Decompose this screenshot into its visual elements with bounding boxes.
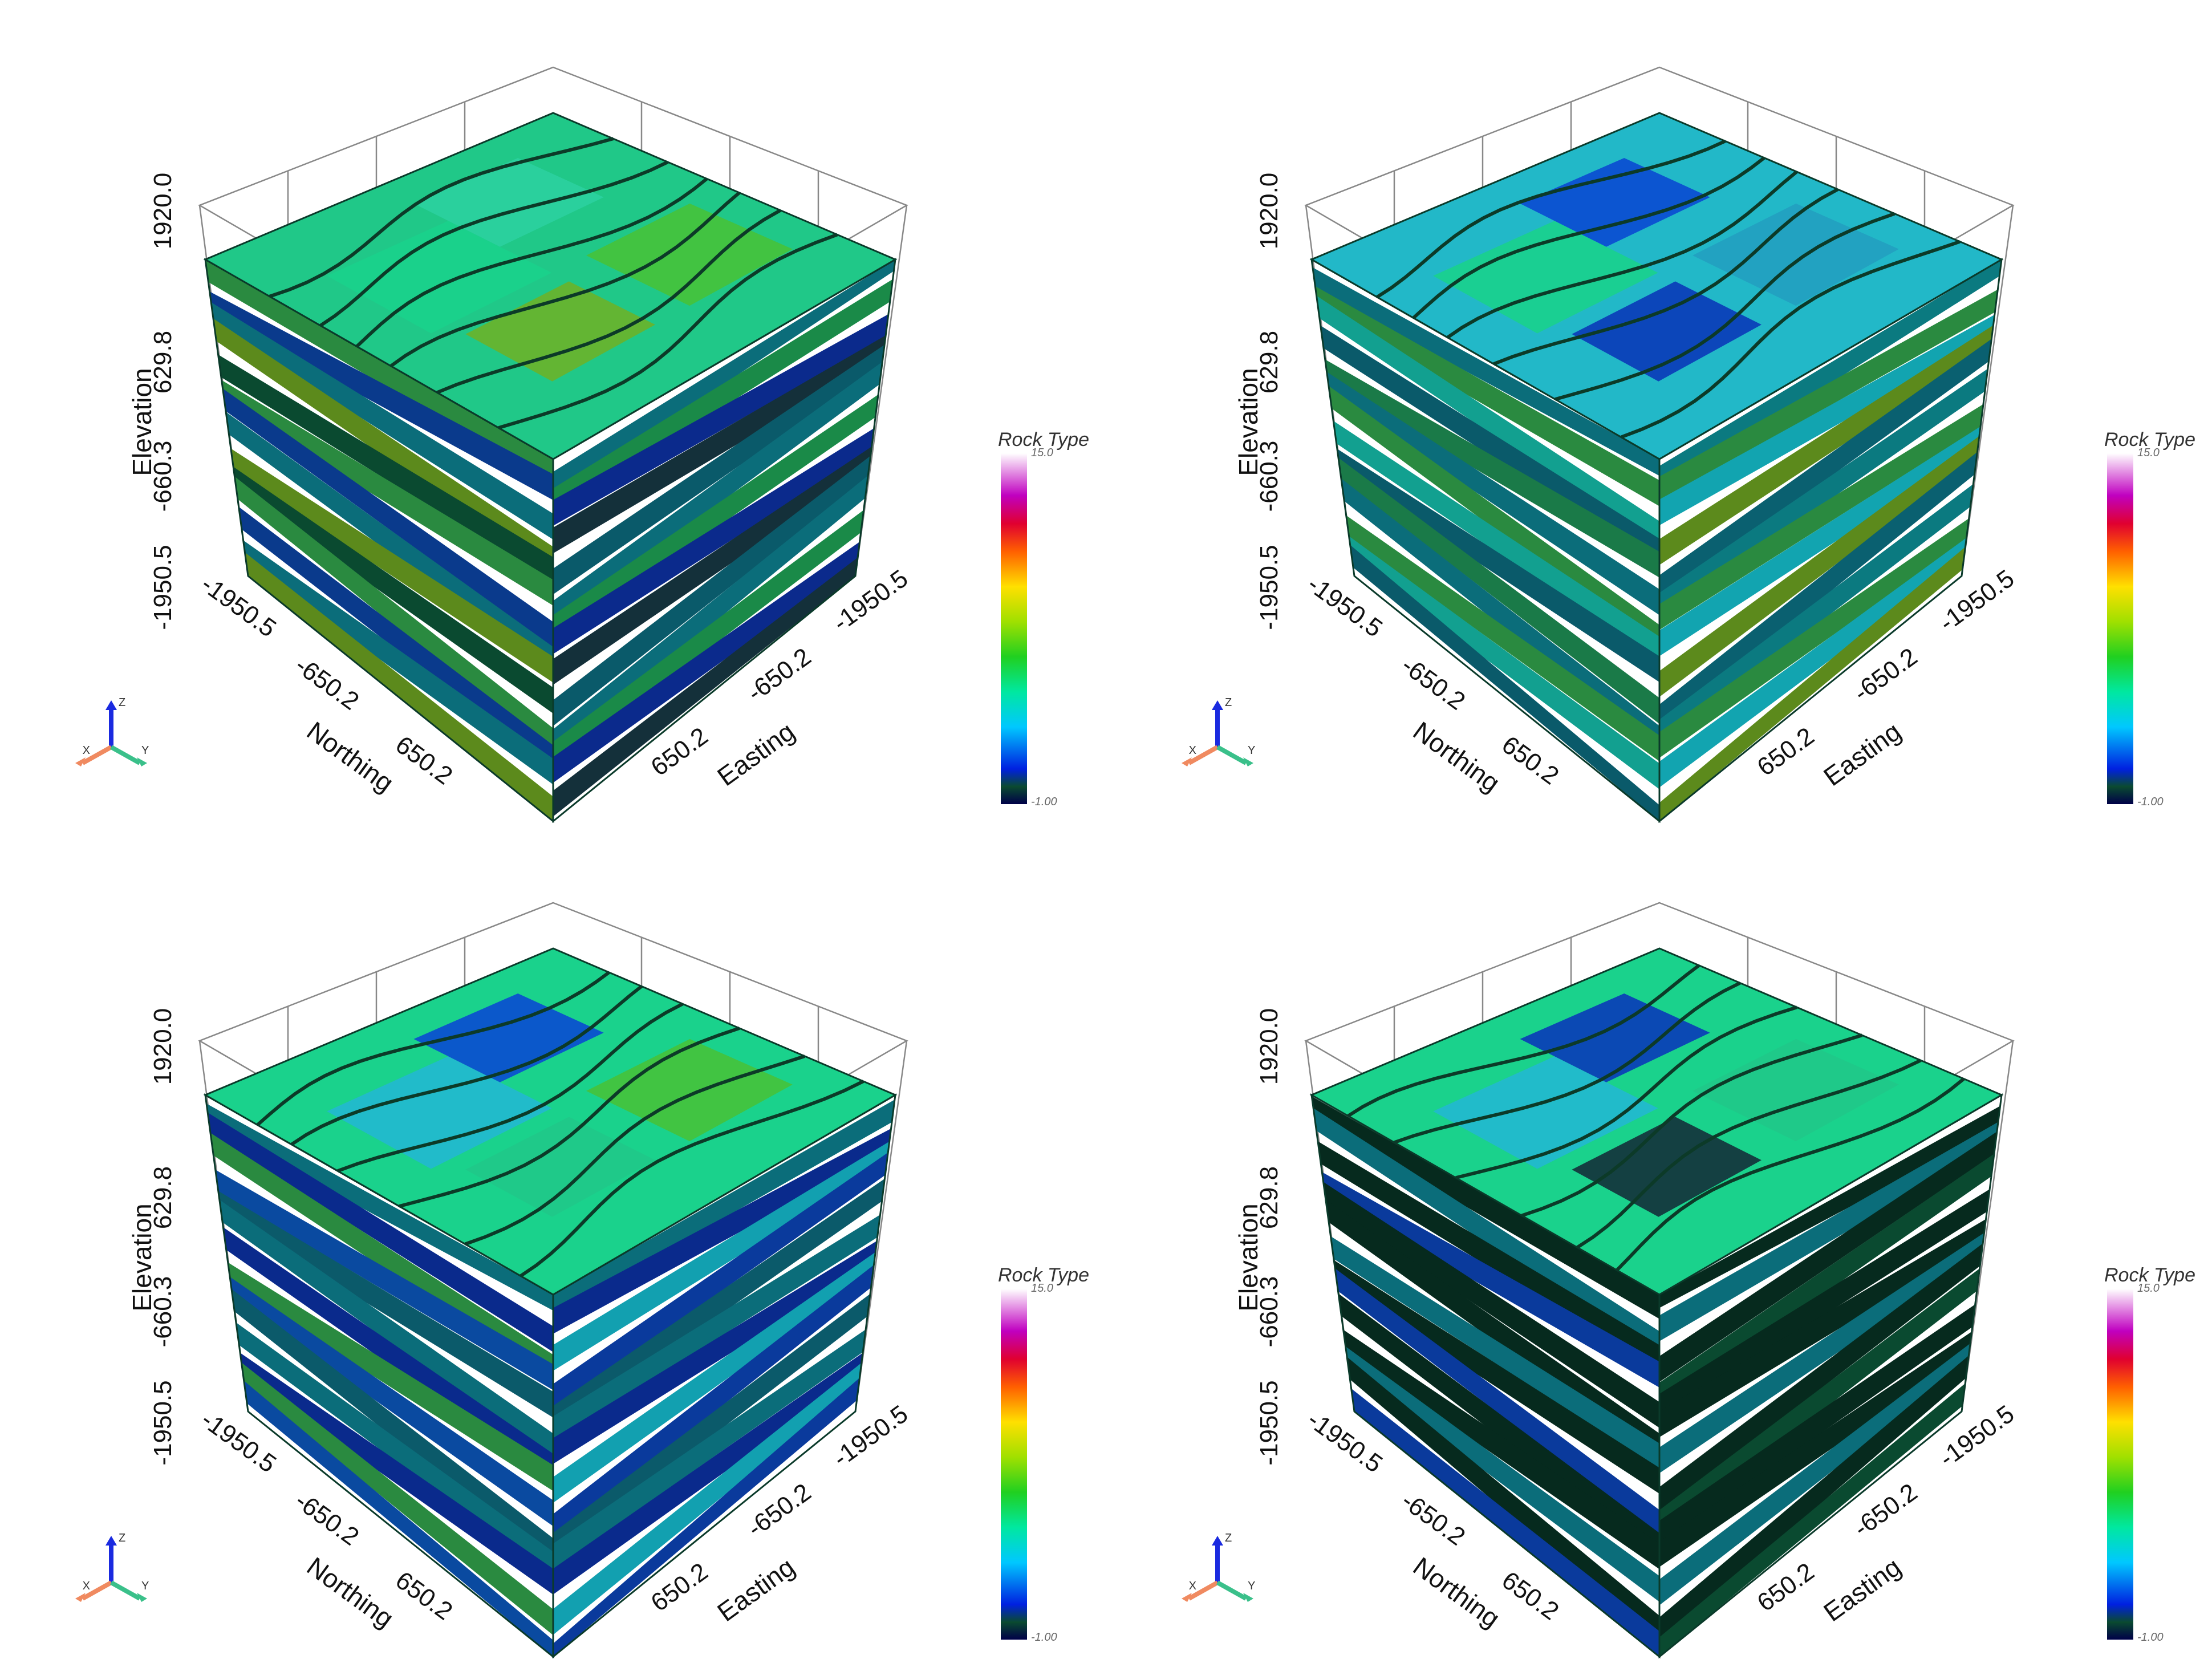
model-surface-top [203, 112, 898, 460]
colorbar-min-label: -1.00 [1031, 796, 1057, 808]
easting-axis-title: Easting [1818, 1552, 1906, 1627]
triad-y-label: Y [141, 1580, 149, 1592]
triad-y-label: Y [141, 744, 149, 757]
elevation-tick-label: 1920.0 [1255, 1008, 1283, 1085]
triad-x-label: X [1189, 744, 1196, 757]
colorbar-title: Rock Type [2104, 429, 2195, 451]
colorbar-max-label: 15.0 [1031, 447, 1053, 459]
northing-tick-label: 650.2 [1497, 731, 1564, 790]
model-surface-top [1309, 112, 2004, 460]
elevation-tick-label: 1920.0 [149, 173, 177, 250]
elevation-axis-title: Elevation [127, 368, 157, 476]
model-face-left [204, 1093, 554, 1659]
easting-tick-label: -650.2 [742, 1478, 817, 1543]
elevation-tick-label: 629.8 [1255, 331, 1283, 394]
elevation-tick-label: 629.8 [1255, 1166, 1283, 1229]
easting-axis-title: Easting [712, 716, 800, 792]
triad-x-label: X [83, 1580, 90, 1592]
triad-z-label: Z [1225, 696, 1232, 709]
colorbar-title: Rock Type [998, 1264, 1089, 1286]
orientation-triad: Z X Y [75, 1532, 149, 1602]
colorbar-max-label: 15.0 [2137, 1282, 2160, 1295]
elevation-tick-label: -660.3 [149, 441, 177, 512]
colorbar-title: Rock Type [998, 429, 1089, 451]
triad-y-label: Y [1248, 744, 1255, 757]
northing-tick-label: 650.2 [391, 1566, 458, 1625]
northing-axis-title: Northing [1408, 1551, 1505, 1633]
colorbar-gradient [1001, 453, 1027, 804]
colorbar-gradient [2107, 1289, 2133, 1640]
elevation-tick-label: -660.3 [1255, 1276, 1283, 1348]
model-face-left [204, 258, 554, 824]
northing-tick-label: 650.2 [1497, 1566, 1564, 1625]
model-face-right [552, 258, 896, 824]
colorbar-max-label: 15.0 [1031, 1282, 1053, 1295]
northing-axis-title: Northing [302, 1551, 399, 1633]
model-face-right [1658, 1093, 2003, 1659]
elevation-tick-label: -1950.5 [149, 545, 177, 630]
elevation-axis-title: Elevation [127, 1203, 157, 1311]
triad-x-label: X [1189, 1580, 1196, 1592]
northing-axis-title: Northing [302, 716, 399, 798]
triad-x-label: X [83, 744, 90, 757]
elevation-axis-title: Elevation [1233, 1203, 1263, 1311]
model-face-left [1310, 258, 1661, 824]
model-face-right [1658, 258, 2003, 824]
triad-z-label: Z [119, 1532, 125, 1544]
panel-top-left: Elevation 1920.0 629.8 -660.3 -1950.5 Northin… [75, 66, 1089, 824]
elevation-tick-label: 629.8 [149, 331, 177, 394]
colorbar-min-label: -1.00 [2137, 1631, 2164, 1644]
panel-bottom-left: Elevation 1920.0 629.8 -660.3 -1950.5 Northin… [75, 902, 1089, 1659]
orientation-triad: Z X Y [75, 696, 149, 766]
panel-bottom-right: Elevation 1920.0 629.8 -660.3 -1950.5 Northin… [1182, 902, 2195, 1659]
elevation-tick-label: 1920.0 [149, 1008, 177, 1085]
colorbar-min-label: -1.00 [2137, 796, 2164, 808]
model-face-right [552, 1093, 896, 1659]
colorbar-gradient [2107, 453, 2133, 804]
panel-top-right: Elevation 1920.0 629.8 -660.3 -1950.5 Northin… [1182, 66, 2195, 824]
elevation-tick-label: -1950.5 [1255, 1380, 1283, 1465]
triad-z-label: Z [119, 696, 125, 709]
model-face-left [1310, 1093, 1661, 1659]
model-surface-top [203, 947, 898, 1296]
elevation-axis-title: Elevation [1233, 368, 1263, 476]
elevation-tick-label: 629.8 [149, 1166, 177, 1229]
elevation-tick-label: -660.3 [1255, 441, 1283, 512]
northing-tick-label: 650.2 [391, 731, 458, 790]
elevation-tick-label: 1920.0 [1255, 173, 1283, 250]
orientation-triad: Z X Y [1182, 696, 1255, 766]
elevation-tick-label: -1950.5 [149, 1380, 177, 1465]
easting-axis-title: Easting [712, 1552, 800, 1627]
model-surface-top [1309, 947, 2004, 1296]
easting-axis-title: Easting [1818, 716, 1906, 792]
northing-axis-title: Northing [1408, 716, 1505, 798]
colorbar-gradient [1001, 1289, 1027, 1640]
colorbar-max-label: 15.0 [2137, 447, 2160, 459]
triad-z-label: Z [1225, 1532, 1232, 1544]
elevation-tick-label: -660.3 [149, 1276, 177, 1348]
triad-y-label: Y [1248, 1580, 1255, 1592]
colorbar-min-label: -1.00 [1031, 1631, 1057, 1644]
colorbar-title: Rock Type [2104, 1264, 2195, 1286]
elevation-tick-label: -1950.5 [1255, 545, 1283, 630]
orientation-triad: Z X Y [1182, 1532, 1255, 1602]
